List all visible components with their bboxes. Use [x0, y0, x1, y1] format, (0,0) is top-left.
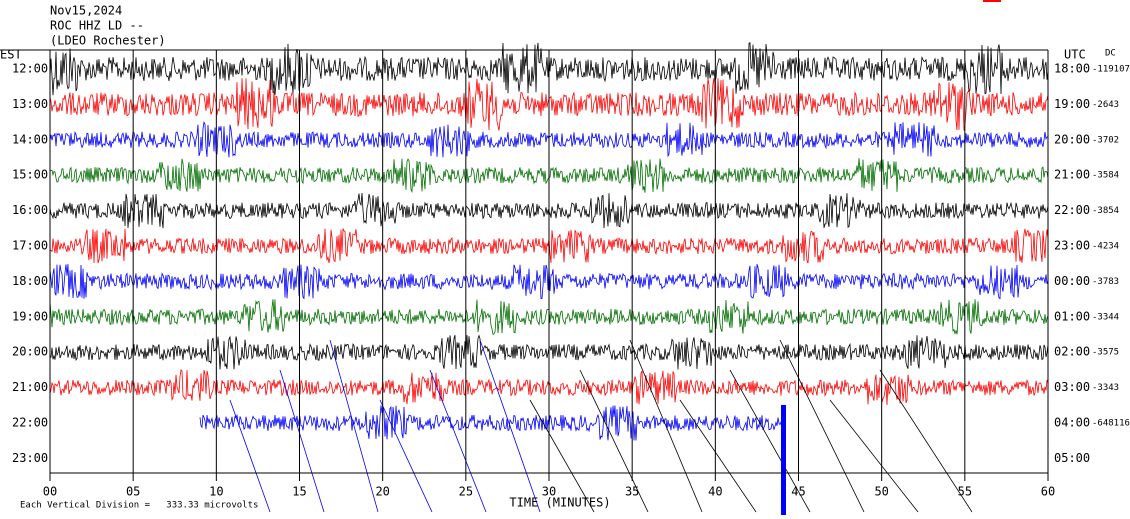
dc-value: -3584: [1092, 171, 1119, 181]
dc-value: -3575: [1092, 348, 1119, 358]
footer: Each Vertical Division = 333.33 microvol…: [20, 501, 258, 511]
est-label: 20:00: [12, 345, 48, 359]
dc-value: -3702: [1092, 135, 1119, 145]
spike: [781, 405, 786, 515]
est-label: EST: [0, 48, 22, 62]
marker: [983, 0, 1001, 2]
x-tick-label: 50: [874, 485, 888, 499]
dc-label: DC: [1105, 49, 1116, 59]
diag: [229, 399, 271, 513]
dc-value: -3783: [1092, 277, 1119, 287]
dc-value: -3344: [1092, 312, 1119, 322]
utc-label: 21:00: [1054, 168, 1090, 182]
diag: [829, 399, 919, 513]
dc-value: -6481167: [1092, 419, 1130, 429]
x-tick-label: 30: [542, 485, 556, 499]
utc-label: 01:00: [1054, 309, 1090, 323]
est-label: 19:00: [12, 309, 48, 323]
est-label: 15:00: [12, 168, 48, 182]
diag: [879, 369, 973, 513]
x-tick-label: 40: [708, 485, 722, 499]
utc-label: 22:00: [1054, 203, 1090, 217]
utc-label: 20:00: [1054, 132, 1090, 146]
est-label: 23:00: [12, 451, 48, 465]
utc-label: 23:00: [1054, 239, 1090, 253]
est-label: 12:00: [12, 62, 48, 76]
utc-label: 00:00: [1054, 274, 1090, 288]
dc-value: -3854: [1092, 206, 1119, 216]
x-tick-label: 25: [459, 485, 473, 499]
utc-label: 02:00: [1054, 345, 1090, 359]
diag: [729, 369, 811, 513]
utc-label: 04:00: [1054, 416, 1090, 430]
x-tick-label: 10: [209, 485, 223, 499]
est-label: 17:00: [12, 239, 48, 253]
dc-value: -3343: [1092, 383, 1119, 393]
x-tick-label: 35: [625, 485, 639, 499]
est-label: 22:00: [12, 416, 48, 430]
x-tick-label: 45: [791, 485, 805, 499]
est-label: 16:00: [12, 203, 48, 217]
diag: [279, 369, 325, 513]
utc-label: UTC: [1064, 48, 1086, 62]
dc-value: -2643: [1092, 100, 1119, 110]
diag: [329, 339, 379, 513]
utc-label: 05:00: [1054, 451, 1090, 465]
x-tick-label: 55: [958, 485, 972, 499]
utc-label: 03:00: [1054, 380, 1090, 394]
diag: [529, 399, 595, 513]
x-tick-label: 05: [126, 485, 140, 499]
header-date: Nov15,2024: [50, 4, 122, 18]
diag: [379, 399, 433, 513]
dc-value: -1191078: [1092, 65, 1130, 75]
est-label: 21:00: [12, 380, 48, 394]
diag: [479, 339, 541, 513]
diag: [579, 369, 649, 513]
x-tick-label: 20: [375, 485, 389, 499]
est-label: 13:00: [12, 97, 48, 111]
utc-label: 19:00: [1054, 97, 1090, 111]
x-axis-title: TIME (MINUTES): [509, 496, 610, 510]
est-label: 14:00: [12, 132, 48, 146]
trace: [199, 405, 786, 441]
utc-label: 18:00: [1054, 62, 1090, 76]
diag: [629, 339, 703, 513]
x-tick-label: 60: [1041, 485, 1055, 499]
diag: [679, 399, 757, 513]
x-tick-label: 00: [43, 485, 57, 499]
x-tick-label: 15: [292, 485, 306, 499]
diag: [779, 339, 865, 513]
header-station: ROC HHZ LD --: [50, 19, 144, 33]
dc-value: -4234: [1092, 242, 1119, 252]
header-site: (LDEO Rochester): [50, 34, 166, 48]
est-label: 18:00: [12, 274, 48, 288]
diag: [429, 369, 487, 513]
